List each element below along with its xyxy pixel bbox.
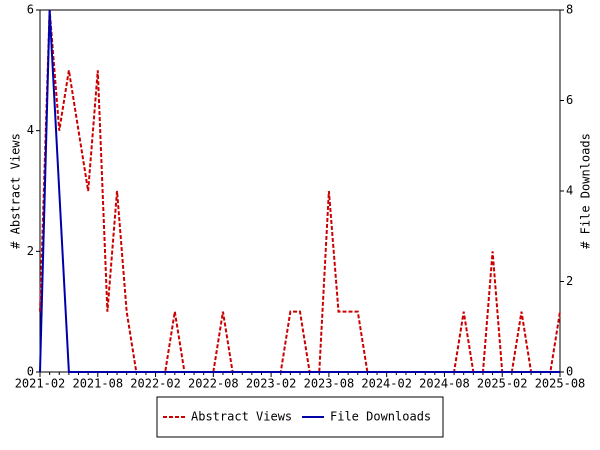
x-tick-label: 2025-02 <box>477 377 528 391</box>
y2-tick-label: 6 <box>566 93 573 107</box>
legend-label: File Downloads <box>330 410 431 424</box>
x-tick-label: 2021-08 <box>72 377 123 391</box>
legend-box <box>156 396 444 438</box>
data-line <box>39 9 560 373</box>
y2-tick-label: 8 <box>566 3 573 17</box>
y2-tick-label: 4 <box>566 184 573 198</box>
legend-label: Abstract Views <box>191 410 292 424</box>
y2-axis-label: # File Downloads <box>579 133 593 249</box>
y2-tick-label: 0 <box>566 365 573 379</box>
y-tick-label: 4 <box>27 123 34 137</box>
x-tick-label: 2022-08 <box>188 377 239 391</box>
x-tick-label: 2023-02 <box>246 377 297 391</box>
x-tick-label: 2024-02 <box>361 377 412 391</box>
x-tick-label: 2025-08 <box>535 377 586 391</box>
x-tick-label: 2021-02 <box>15 377 66 391</box>
y-tick-label: 0 <box>27 365 34 379</box>
x-tick-label: 2022-02 <box>130 377 181 391</box>
x-tick-label: 2024-08 <box>419 377 470 391</box>
x-tick-label: 2023-08 <box>304 377 355 391</box>
y-axis-label: # Abstract Views <box>9 133 23 249</box>
y-tick-label: 6 <box>27 3 34 17</box>
y-tick-label: 2 <box>27 244 34 258</box>
y2-tick-label: 2 <box>566 274 573 288</box>
data-line <box>39 9 561 373</box>
